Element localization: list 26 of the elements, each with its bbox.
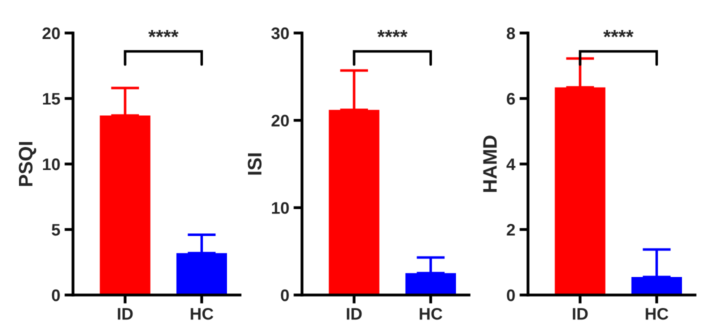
y-axis-title: HAMD [483,136,497,192]
y-tick-label: 30 [271,27,289,40]
x-tick-label: HC [190,308,214,320]
y-tick-label: 20 [42,27,60,40]
y-tick-label: 0 [506,289,515,302]
y-tick-label: 6 [506,92,515,105]
y-tick-label: 4 [506,158,516,170]
y-tick-label: 10 [43,158,60,170]
y-tick-label: 20 [272,114,289,127]
y-tick-label: 0 [280,289,289,302]
y-tick-label: 2 [506,224,515,236]
y-tick-label: 15 [43,93,60,105]
annotation: **** [148,30,179,38]
annotation: **** [603,30,634,38]
y-tick-label: 5 [52,224,60,236]
x-tick-label: ID [572,308,588,320]
x-tick-label: ID [346,308,362,320]
annotation: **** [377,30,408,38]
y-axis-title: ISI [248,153,262,175]
x-tick-label: ID [118,308,133,320]
y-tick-label: 8 [506,27,515,40]
y-axis-title: PSQI [18,142,36,186]
y-tick-label: 0 [52,289,60,302]
x-tick-label: HC [646,308,668,320]
y-tick-label: 10 [272,202,289,214]
x-tick-label: HC [420,308,442,320]
